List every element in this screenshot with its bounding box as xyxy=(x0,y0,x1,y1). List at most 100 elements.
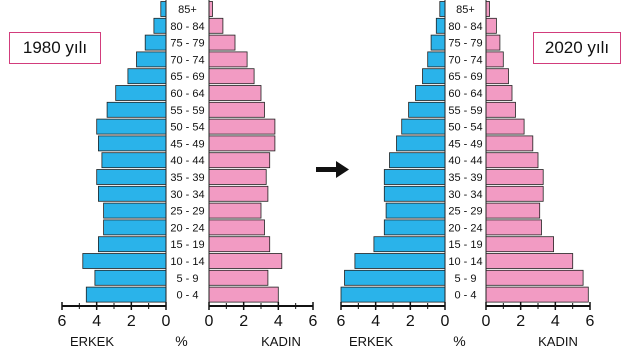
female-bar xyxy=(208,85,262,101)
age-group-label: 15 - 19 xyxy=(170,239,204,251)
female-bar xyxy=(208,1,213,17)
male-bar xyxy=(127,68,167,85)
male-bar xyxy=(160,1,167,17)
age-group-label: 45 - 49 xyxy=(448,138,482,150)
male-bar xyxy=(136,51,167,68)
age-group-label: 25 - 29 xyxy=(448,206,482,218)
male-bar xyxy=(422,68,446,85)
female-bar xyxy=(485,118,525,135)
female-bar xyxy=(485,51,504,68)
male-bar xyxy=(101,152,167,169)
x-tick-label: 6 xyxy=(58,313,67,330)
female-bar xyxy=(208,185,269,202)
female-bar xyxy=(485,1,490,17)
female-bar xyxy=(485,17,497,34)
female-bar xyxy=(208,118,276,135)
year-label-1980: 1980 yılı xyxy=(9,32,101,64)
age-group-label: 20 - 24 xyxy=(448,222,482,234)
male-bar xyxy=(354,253,446,269)
male-bar xyxy=(408,101,446,118)
male-bar xyxy=(94,269,167,286)
year-label-2020: 2020 yılı xyxy=(533,32,621,64)
x-tick-label: 4 xyxy=(371,313,380,330)
age-group-label: 10 - 14 xyxy=(448,256,482,268)
x-tick-label: 2 xyxy=(239,313,248,330)
x-tick-label: 4 xyxy=(551,313,560,330)
female-bar xyxy=(208,219,265,236)
male-bar xyxy=(82,253,167,269)
age-group-label: 50 - 54 xyxy=(170,122,204,134)
male-bar xyxy=(383,219,446,236)
male-bar xyxy=(103,202,167,219)
female-bar xyxy=(208,135,276,152)
age-group-label: 50 - 54 xyxy=(448,122,482,134)
age-group-label: 75 - 79 xyxy=(170,38,204,50)
x-tick-label: 6 xyxy=(309,313,318,330)
female-bar xyxy=(485,185,544,202)
age-group-label: 15 - 19 xyxy=(448,239,482,251)
male-bar xyxy=(430,34,446,51)
legend-female-label: KADIN xyxy=(261,334,301,349)
x-tick-label: 0 xyxy=(205,313,214,330)
age-group-label: 60 - 64 xyxy=(170,88,204,100)
male-bar xyxy=(439,1,446,17)
male-bar xyxy=(427,51,446,68)
x-axis-unit-label: % xyxy=(453,333,465,349)
male-bar xyxy=(115,85,167,101)
female-bar xyxy=(485,152,539,169)
male-bar xyxy=(401,118,446,135)
male-bar xyxy=(389,152,446,169)
x-tick-label: 2 xyxy=(406,313,415,330)
age-group-label: 80 - 84 xyxy=(170,21,204,33)
female-bar xyxy=(485,101,516,118)
age-group-label: 70 - 74 xyxy=(170,54,204,66)
age-group-label: 10 - 14 xyxy=(170,256,204,268)
age-group-label: 80 - 84 xyxy=(448,21,482,33)
x-tick-label: 4 xyxy=(92,313,101,330)
male-bar xyxy=(383,185,446,202)
female-bar xyxy=(485,236,554,253)
female-bar xyxy=(208,152,271,169)
x-tick-label: 0 xyxy=(441,313,450,330)
legend-female-label: KADIN xyxy=(538,334,578,349)
x-tick-label: 2 xyxy=(127,313,136,330)
female-bar xyxy=(208,253,283,269)
male-bar xyxy=(383,169,446,185)
age-group-label: 85+ xyxy=(456,4,475,16)
age-group-label: 85+ xyxy=(178,4,197,16)
right-arrow-icon xyxy=(316,161,349,178)
age-group-label: 55 - 59 xyxy=(170,105,204,117)
age-group-label: 25 - 29 xyxy=(170,206,204,218)
female-bar xyxy=(208,17,224,34)
male-bar xyxy=(435,17,446,34)
age-group-label: 65 - 69 xyxy=(170,71,204,83)
male-bar xyxy=(98,236,167,253)
age-group-label: 30 - 34 xyxy=(170,189,204,201)
x-tick-label: 4 xyxy=(274,313,283,330)
male-bar xyxy=(144,34,167,51)
age-group-label: 5 - 9 xyxy=(454,273,476,285)
female-bar xyxy=(485,202,541,219)
female-bar xyxy=(485,269,584,286)
female-bar xyxy=(208,202,262,219)
female-bar xyxy=(208,68,255,85)
female-bar xyxy=(208,34,236,51)
female-bar xyxy=(485,286,589,303)
x-tick-label: 6 xyxy=(337,313,346,330)
male-bar xyxy=(415,85,446,101)
x-axis-unit-label: % xyxy=(175,333,187,349)
male-bar xyxy=(373,236,446,253)
age-group-label: 40 - 44 xyxy=(448,155,482,167)
male-bar xyxy=(385,202,446,219)
age-group-label: 0 - 4 xyxy=(176,290,198,302)
x-tick-label: 0 xyxy=(162,313,171,330)
female-bar xyxy=(208,101,265,118)
male-bar xyxy=(153,17,167,34)
age-group-label: 65 - 69 xyxy=(448,71,482,83)
female-bar xyxy=(208,236,271,253)
male-bar xyxy=(96,169,167,185)
age-group-label: 30 - 34 xyxy=(448,189,482,201)
female-bar xyxy=(208,169,267,185)
